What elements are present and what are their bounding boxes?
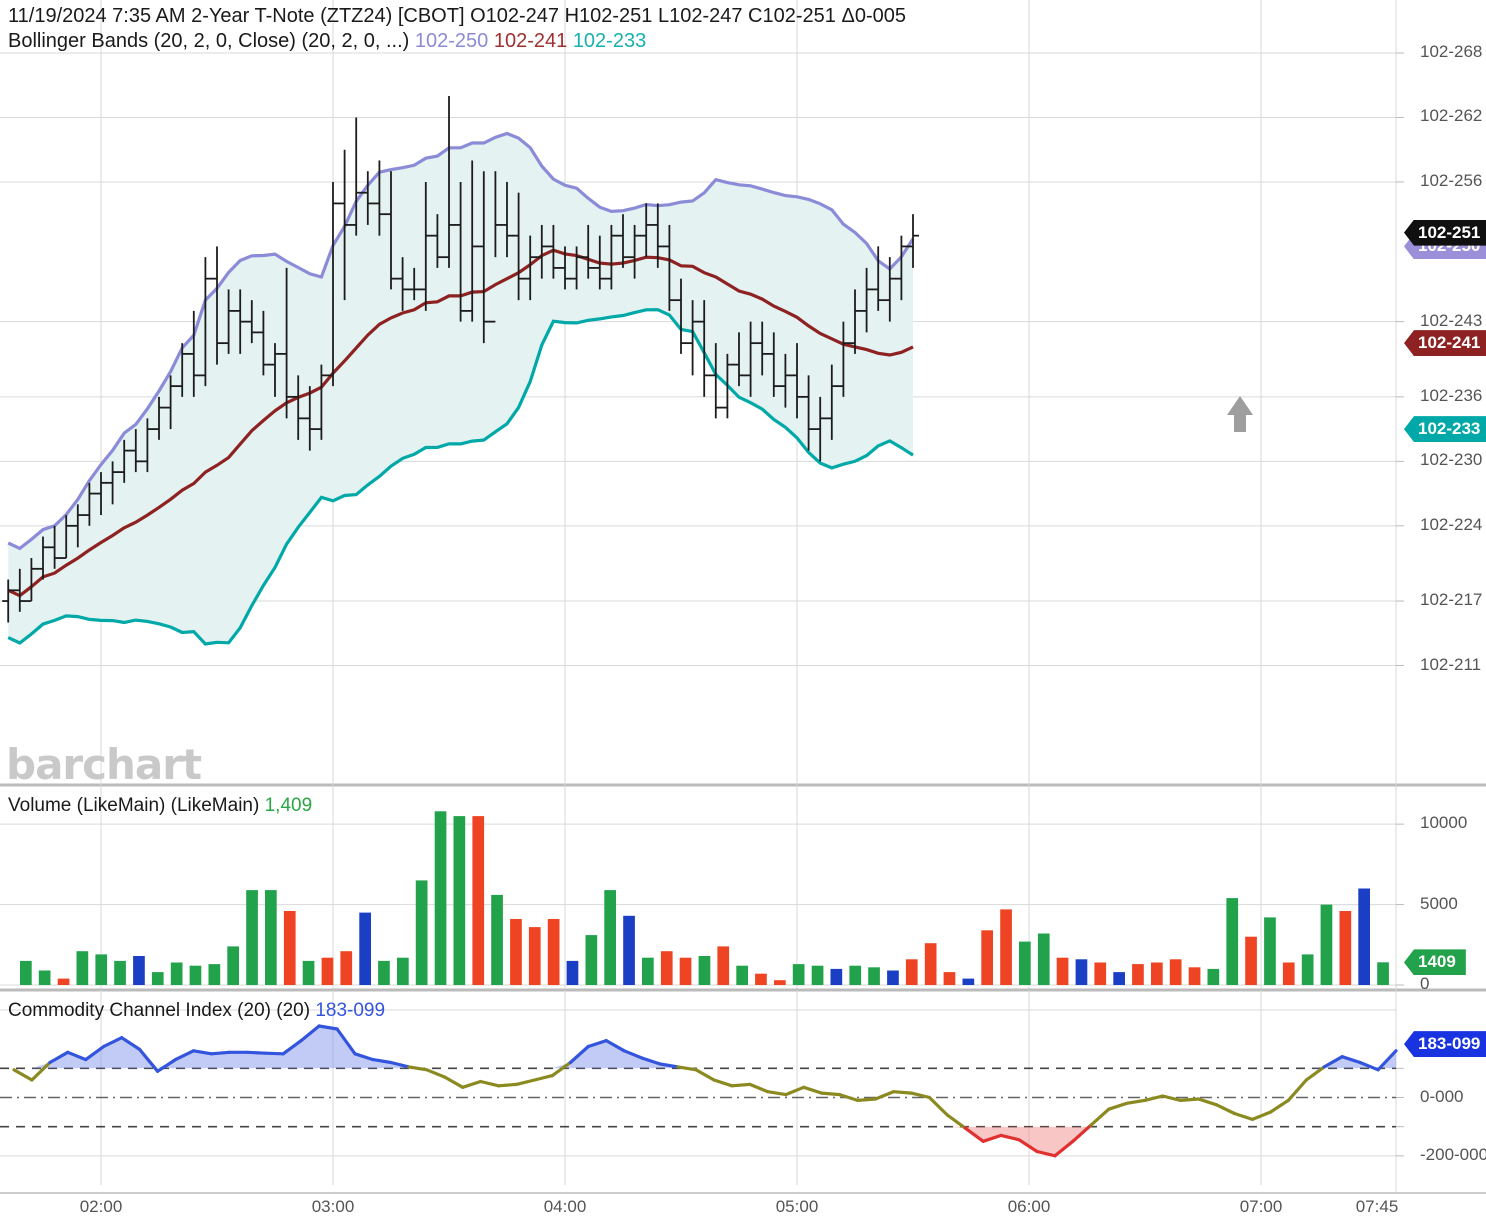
volume-axis-tick: 10000 [1420, 813, 1468, 833]
price-axis-tick: 102-236 [1420, 385, 1483, 405]
volume-axis-tick: 5000 [1420, 893, 1458, 913]
price-axis-tick: 102-256 [1420, 170, 1483, 190]
cci-badge-last[interactable]: 183-099 [1404, 1031, 1486, 1058]
time-axis-tick: 07:45 [1355, 1197, 1399, 1216]
cci-axis-tick: -200-000 [1420, 1144, 1486, 1164]
time-axis-tick: 03:00 [311, 1197, 355, 1216]
bollinger-middle-value: 102-241 [493, 30, 568, 52]
volume-axis-tick: 0 [1420, 974, 1430, 993]
quote-line: 11/19/2024 7:35 AM 2-Year T-Note (ZTZ24)… [8, 5, 906, 27]
time-axis-tick: 05:00 [775, 1197, 819, 1216]
price-badge-bb-lower[interactable]: 102-233 [1404, 416, 1486, 443]
price-axis-tick: 102-224 [1420, 514, 1483, 534]
volume-label: Volume (LikeMain) (LikeMain) [8, 795, 260, 816]
barchart-watermark: barchart [6, 740, 202, 789]
price-axis-tick: 102-230 [1420, 450, 1483, 470]
volume-value: 1,409 [264, 795, 313, 816]
cci-label: Commodity Channel Index (20) (20) [8, 1000, 311, 1021]
time-axis-tick: 07:00 [1239, 1197, 1283, 1216]
price-badge-bb-middle[interactable]: 102-241 [1404, 330, 1486, 357]
volume-badge-last[interactable]: 1409 [1404, 949, 1466, 976]
quote-header: 11/19/2024 7:35 AM 2-Year T-Note (ZTZ24)… [8, 4, 906, 29]
price-axis-tick: 102-262 [1420, 106, 1483, 126]
bollinger-lower-value: 102-233 [572, 30, 647, 52]
price-axis-tick: 102-211 [1420, 654, 1482, 674]
volume-pane-title[interactable]: Volume (LikeMain) (LikeMain) 1,409 [8, 795, 312, 817]
price-axis-tick: 102-217 [1420, 590, 1483, 610]
cci-pane-title[interactable]: Commodity Channel Index (20) (20) 183-09… [8, 1000, 385, 1022]
time-axis-tick: 02:00 [79, 1197, 123, 1216]
cci-value: 183-099 [315, 1000, 386, 1021]
cci-axis-tick: 0-000 [1420, 1086, 1464, 1106]
bollinger-upper-value: 102-250 [414, 30, 489, 52]
bollinger-label: Bollinger Bands (20, 2, 0, Close) (20, 2… [8, 30, 410, 52]
time-axis-tick: 06:00 [1007, 1197, 1051, 1216]
time-axis-tick: 04:00 [543, 1197, 587, 1216]
price-badge-last[interactable]: 102-251 [1404, 219, 1486, 246]
price-axis-tick: 102-243 [1420, 310, 1483, 330]
indicator-header[interactable]: Bollinger Bands (20, 2, 0, Close) (20, 2… [8, 29, 646, 54]
price-axis-tick: 102-268 [1420, 41, 1483, 61]
